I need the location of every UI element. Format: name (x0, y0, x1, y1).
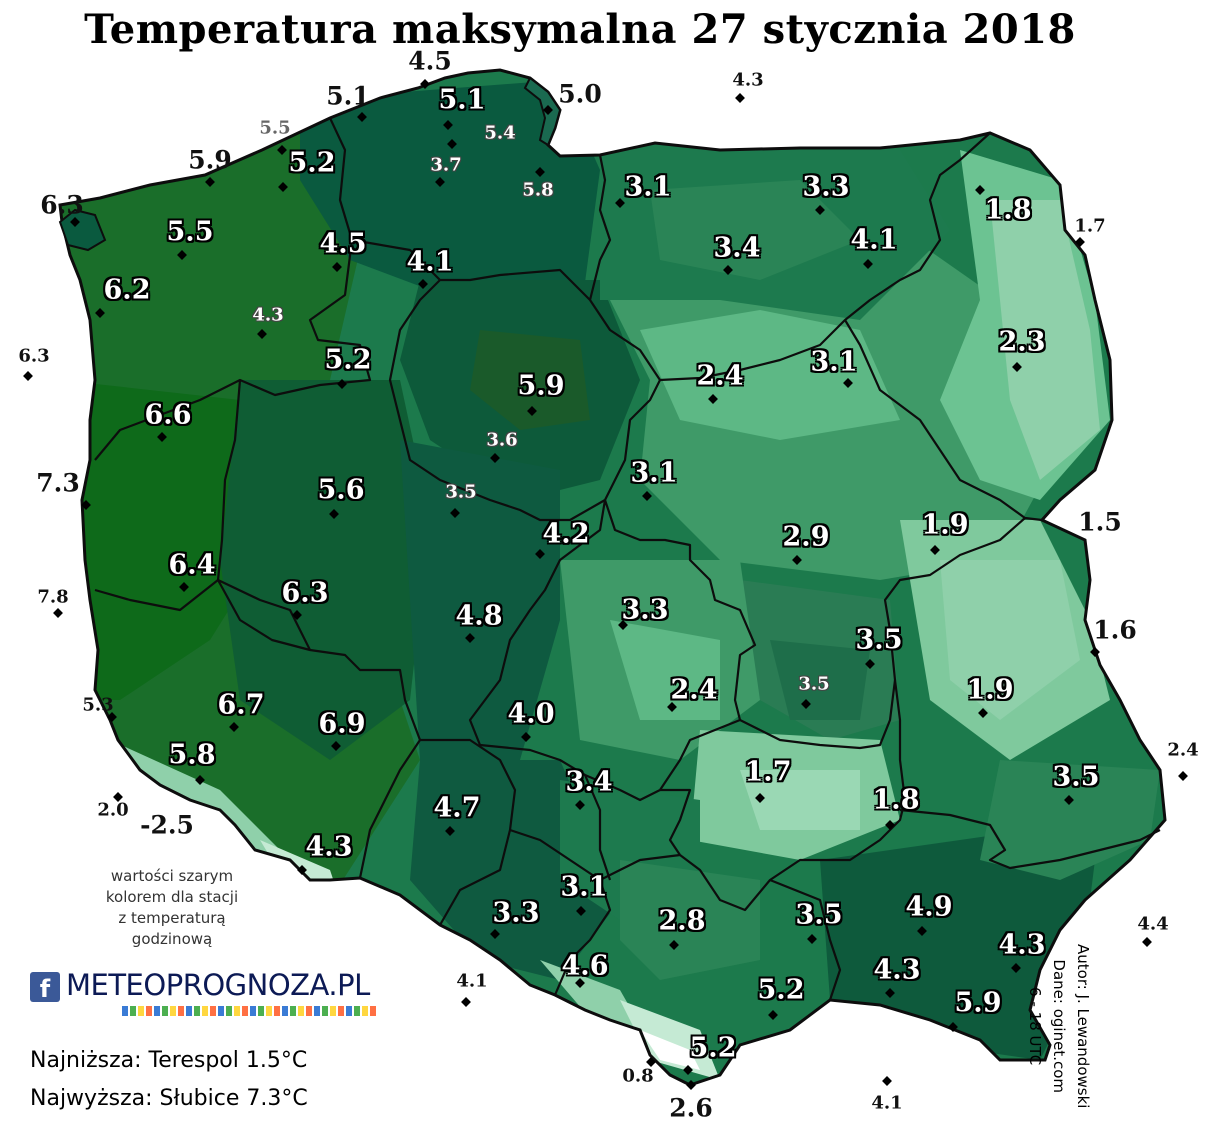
station-temperature-label: 5.5 (259, 117, 291, 139)
station-temperature-label: 4.1 (406, 246, 454, 278)
station-temperature-label: 5.8 (168, 739, 216, 771)
station-temperature-label: 5.8 (522, 179, 554, 201)
note-line: z temperaturą (118, 909, 226, 927)
station-temperature-label: 4.7 (433, 792, 481, 824)
station-temperature-label: 3.3 (802, 171, 850, 203)
voivodeship-borders (94, 117, 1161, 1001)
station-temperature-label: 1.6 (1093, 615, 1137, 645)
station-temperature-label: 5.9 (954, 987, 1002, 1019)
station-temperature-label: 5.1 (326, 81, 370, 111)
station-temperature-label: 2.0 (97, 799, 129, 821)
credit-period: 6 - 18 UTC (1026, 987, 1044, 1066)
credit-author: Autor: J. Lewandowski (1074, 944, 1092, 1109)
station-temperature-label: 2.3 (998, 326, 1046, 358)
station-temperature-label: 4.1 (850, 224, 898, 256)
station-temperature-label: 3.4 (713, 232, 761, 264)
station-temperature-label: -2.5 (140, 810, 194, 840)
station-temperature-label: 3.1 (624, 171, 672, 203)
note-line: wartości szarym (110, 867, 234, 885)
station-temperature-label: 4.5 (408, 46, 452, 76)
station-temperature-label: 5.6 (317, 474, 365, 506)
station-temperature-label: 3.1 (630, 457, 678, 489)
station-temperature-label: 4.3 (873, 954, 921, 986)
station-temperature-label: 3.3 (492, 897, 540, 929)
station-temperature-label: 5.3 (82, 694, 114, 716)
station-temperature-label: 5.4 (484, 122, 516, 144)
station-temperature-label: 5.2 (324, 344, 372, 376)
station-temperature-label: 3.5 (795, 899, 843, 931)
station-temperature-label: 5.9 (188, 145, 232, 175)
station-temperature-label: 5.1 (438, 84, 486, 116)
logo-color-bars (122, 1006, 378, 1016)
station-temperature-label: 2.9 (782, 521, 830, 553)
station-temperature-label: 5.2 (757, 974, 805, 1006)
station-temperature-label: 3.7 (430, 154, 462, 176)
station-temperature-label: 5.2 (689, 1032, 737, 1064)
station-temperature-label: 4.3 (998, 929, 1046, 961)
station-temperature-label: 7.3 (36, 468, 80, 498)
station-temperature-label: 1.7 (1074, 215, 1106, 237)
station-temperature-label: 4.1 (871, 1092, 903, 1114)
note-line: godzinową (131, 930, 213, 948)
station-temperature-label: 1.9 (921, 509, 969, 541)
station-temperature-label: 3.5 (855, 624, 903, 656)
station-temperature-label: 6.7 (217, 689, 265, 721)
station-temperature-label: 4.3 (305, 831, 353, 863)
station-temperature-label: 3.1 (560, 871, 608, 903)
station-temperature-label: 6.3 (281, 577, 329, 609)
station-temperature-label: 2.4 (1167, 739, 1199, 761)
station-temperature-label: 2.8 (658, 905, 706, 937)
station-temperature-label: 6.4 (168, 549, 216, 581)
logo-brand: METEOPROGNOZA.PL (66, 968, 370, 1002)
station-temperature-label: 6.9 (318, 708, 366, 740)
credit-data-source: Dane: oginet.com (1050, 959, 1068, 1094)
station-temperature-label: 2.4 (670, 674, 718, 706)
station-temperature-label: 5.5 (166, 216, 214, 248)
station-temperature-label: 1.9 (966, 674, 1014, 706)
station-temperature-label: 4.2 (542, 518, 590, 550)
station-temperature-label: 1.8 (872, 784, 920, 816)
meteoprognoza-logo: f METEOPROGNOZA.PL (30, 968, 390, 1018)
station-temperature-label: 6.6 (144, 399, 192, 431)
station-temperature-label: 4.9 (905, 891, 953, 923)
note-line: kolorem dla stacji (105, 888, 239, 906)
station-temperature-label: 4.0 (507, 698, 555, 730)
map-title: Temperatura maksymalna 27 stycznia 2018 (84, 6, 1076, 53)
station-temperature-label: 0.8 (622, 1065, 654, 1087)
station-temperature-label: 4.1 (456, 970, 488, 992)
station-temperature-label: 4.3 (252, 304, 284, 326)
station-temperature-label: 6.3 (18, 345, 50, 367)
station-temperature-label: 4.4 (1137, 913, 1169, 935)
station-temperature-label: 3.5 (1052, 761, 1100, 793)
station-temperature-label: 1.7 (744, 756, 792, 788)
station-temperature-label: 3.3 (621, 594, 669, 626)
hel-peninsula (523, 76, 562, 147)
station-temperature-label: 4.8 (455, 600, 503, 632)
station-temperature-label: 5.2 (288, 147, 336, 179)
station-temperature-label: 1.8 (984, 194, 1032, 226)
station-temperature-label: 7.8 (37, 586, 69, 608)
station-temperature-label: 6.3 (40, 190, 84, 220)
station-temperature-label: 6.2 (103, 274, 151, 306)
station-temperature-label: 5.0 (558, 79, 602, 109)
station-temperature-label: 3.5 (445, 481, 477, 503)
station-temperature-label: 4.5 (319, 228, 367, 260)
facebook-icon[interactable]: f (30, 972, 60, 1003)
gray-values-note: wartości szarym kolorem dla stacji z tem… (82, 866, 262, 950)
station-temperature-label: 2.4 (696, 360, 744, 392)
min-temperature-text: Najniższa: Terespol 1.5°C (30, 1048, 308, 1073)
station-temperature-label: 4.6 (561, 950, 609, 982)
station-temperature-label: 1.5 (1078, 507, 1122, 537)
station-temperature-label: 5.9 (517, 370, 565, 402)
station-temperature-label: 3.4 (565, 766, 613, 798)
station-temperature-label: 4.3 (732, 69, 764, 91)
credits: Autor: J. Lewandowski Dane: oginet.com 6… (1023, 944, 1095, 1108)
station-temperature-label: 2.6 (669, 1093, 713, 1123)
station-temperature-label: 3.5 (798, 673, 830, 695)
station-temperature-label: 3.6 (486, 429, 518, 451)
station-temperature-label: 3.1 (810, 346, 858, 378)
max-temperature-text: Najwyższa: Słubice 7.3°C (30, 1086, 308, 1111)
